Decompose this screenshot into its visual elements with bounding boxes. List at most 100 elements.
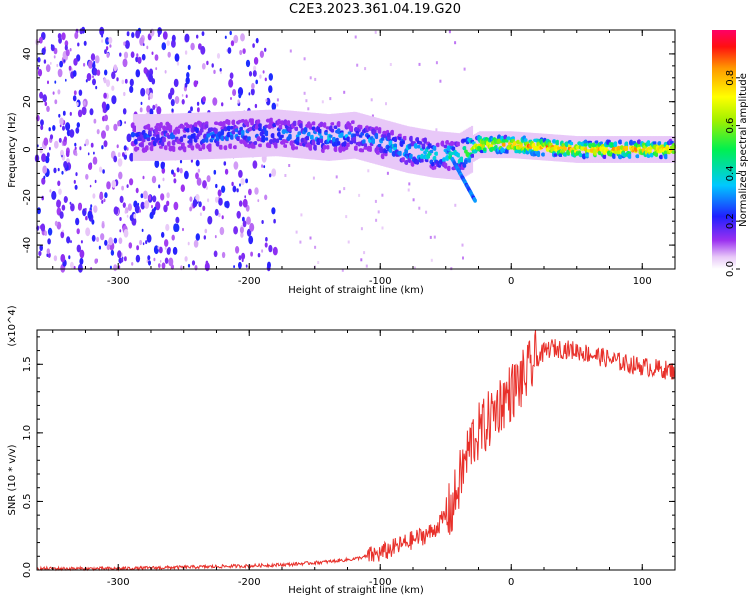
heatmap-cell <box>146 137 151 142</box>
heatmap-cell <box>88 162 93 170</box>
heatmap-cell <box>126 214 129 218</box>
heatmap-cell <box>238 255 242 261</box>
heatmap-cell <box>459 132 463 180</box>
heatmap-cell <box>139 37 145 46</box>
heatmap-cell <box>134 114 137 161</box>
heatmap-cell <box>152 104 156 110</box>
heatmap-cell <box>58 188 62 195</box>
heatmap-cell <box>184 170 189 180</box>
heatmap-cell <box>148 194 152 201</box>
heatmap-cell <box>271 207 276 215</box>
heatmap-cell <box>286 120 291 127</box>
heatmap-cell <box>341 268 344 272</box>
heatmap-cell <box>193 239 199 248</box>
heatmap-cell <box>124 40 130 49</box>
heatmap-cell <box>42 94 47 103</box>
heatmap-cell <box>106 39 108 42</box>
heatmap-cell <box>317 261 320 264</box>
heatmap-cell <box>164 257 169 264</box>
heatmap-cell <box>164 239 169 247</box>
heatmap-cell <box>76 228 80 235</box>
heatmap-cell <box>280 109 283 157</box>
heatmap-cell <box>534 145 540 152</box>
heatmap-cell <box>54 140 59 149</box>
heatmap-cell <box>261 164 264 168</box>
heatmap-cell <box>456 141 461 147</box>
heatmap-cell <box>139 239 143 246</box>
heatmap-cell <box>93 205 98 213</box>
heatmap-cell <box>451 146 456 151</box>
heatmap-cell <box>45 64 51 73</box>
heatmap-cell <box>390 131 395 136</box>
heatmap-cell <box>219 226 225 236</box>
heatmap-cell <box>42 165 48 174</box>
heatmap-cell <box>314 245 317 249</box>
heatmap-cell <box>335 113 338 161</box>
heatmap-cell <box>497 138 502 144</box>
heatmap-cell <box>245 121 250 128</box>
heatmap-cell <box>130 51 135 58</box>
heatmap-cell <box>135 254 141 263</box>
heatmap-cell <box>185 128 191 133</box>
heatmap-cell <box>424 158 430 163</box>
heatmap-y-ticks: -40 -20 0 20 40 <box>22 29 675 258</box>
heatmap-cell <box>121 185 124 191</box>
heatmap-cell <box>171 34 176 42</box>
heatmap-cell <box>350 120 356 124</box>
heatmap-cell <box>70 240 72 244</box>
heatmap-cell <box>248 71 253 77</box>
heatmap-cell <box>206 175 211 183</box>
heatmap-cell <box>242 216 245 222</box>
heatmap-cell <box>276 103 279 107</box>
heatmap-cell <box>463 130 466 178</box>
heatmap-cell <box>328 134 334 138</box>
heatmap-cell <box>401 124 404 172</box>
heatmap-cell <box>85 173 89 180</box>
heatmap-cell <box>184 82 188 88</box>
heatmap-cell <box>184 50 188 55</box>
heatmap-cell <box>253 141 258 145</box>
heatmap-cell <box>118 171 123 180</box>
heatmap-cell <box>50 61 52 65</box>
heatmap-cell <box>262 70 265 74</box>
heatmap-cell <box>179 167 183 174</box>
heatmap-cell <box>271 109 274 157</box>
heatmap-cell <box>181 125 186 129</box>
heatmap-cell <box>432 145 437 151</box>
heatmap-cell <box>215 196 219 203</box>
heatmap-cell <box>74 32 79 39</box>
heatmap-cell <box>414 127 417 175</box>
heatmap-cell <box>59 211 64 219</box>
snr-ylabel: SNR (10 * v/v) <box>7 444 18 515</box>
heatmap-cell <box>298 123 304 129</box>
heatmap-cell <box>61 32 66 41</box>
heatmap-y-tick-label: 0 <box>22 146 33 152</box>
heatmap-cell <box>165 223 170 232</box>
heatmap-cell <box>69 48 72 52</box>
heatmap-cell <box>291 110 294 158</box>
heatmap-cell <box>496 131 499 159</box>
heatmap-cell <box>123 91 126 97</box>
heatmap-cell <box>461 131 464 179</box>
heatmap-cell <box>152 195 157 203</box>
heatmap-cell <box>101 101 107 110</box>
heatmap-cell <box>248 235 254 245</box>
heatmap-cell <box>111 95 117 105</box>
heatmap-cell <box>652 141 657 145</box>
heatmap-cell <box>51 190 57 200</box>
heatmap-cell <box>231 181 234 187</box>
heatmap-cell <box>467 127 470 175</box>
heatmap-cell <box>259 74 262 79</box>
heatmap-cell <box>453 132 456 180</box>
heatmap-cell <box>214 128 219 135</box>
heatmap-cell <box>229 72 234 79</box>
heatmap-cell <box>346 142 351 147</box>
heatmap-cell <box>221 102 224 107</box>
heatmap-cell <box>111 85 115 91</box>
heatmap-cell <box>101 222 105 229</box>
heatmap-cell <box>174 53 180 62</box>
heatmap-cell <box>69 111 72 116</box>
heatmap-cell <box>83 40 87 46</box>
heatmap-cell <box>375 117 378 165</box>
heatmap-cell <box>83 100 86 106</box>
